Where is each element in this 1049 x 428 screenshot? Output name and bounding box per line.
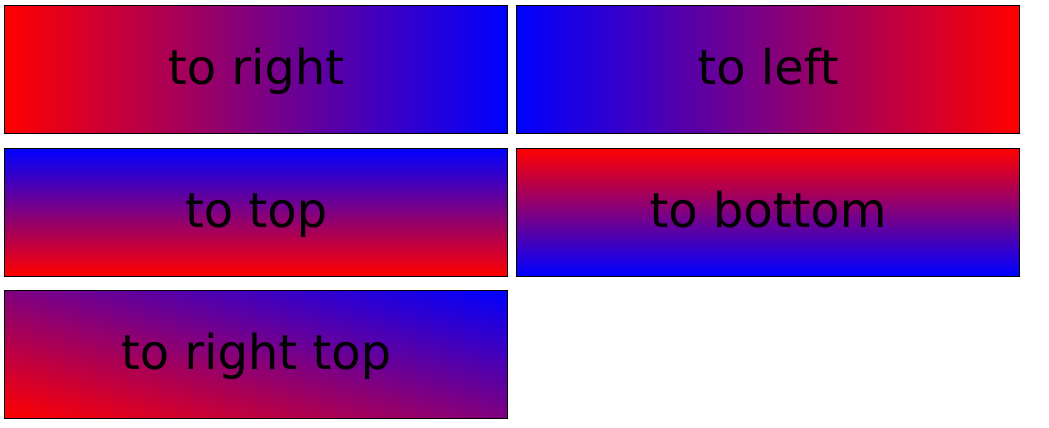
gradient-box-to-right-top: to right top [4, 290, 508, 419]
gradient-box-label: to top [184, 182, 328, 239]
gradient-box-to-bottom: to bottom [516, 148, 1020, 277]
gradient-box-label: to bottom [649, 182, 887, 239]
gradient-box-to-top: to top [4, 148, 508, 277]
gradient-box-to-left: to left [516, 5, 1020, 134]
gradient-box-label: to left [697, 39, 839, 96]
gradient-box-label: to right [167, 39, 345, 96]
gradient-box-to-right: to right [4, 5, 508, 134]
gradient-box-label: to right top [120, 324, 392, 381]
